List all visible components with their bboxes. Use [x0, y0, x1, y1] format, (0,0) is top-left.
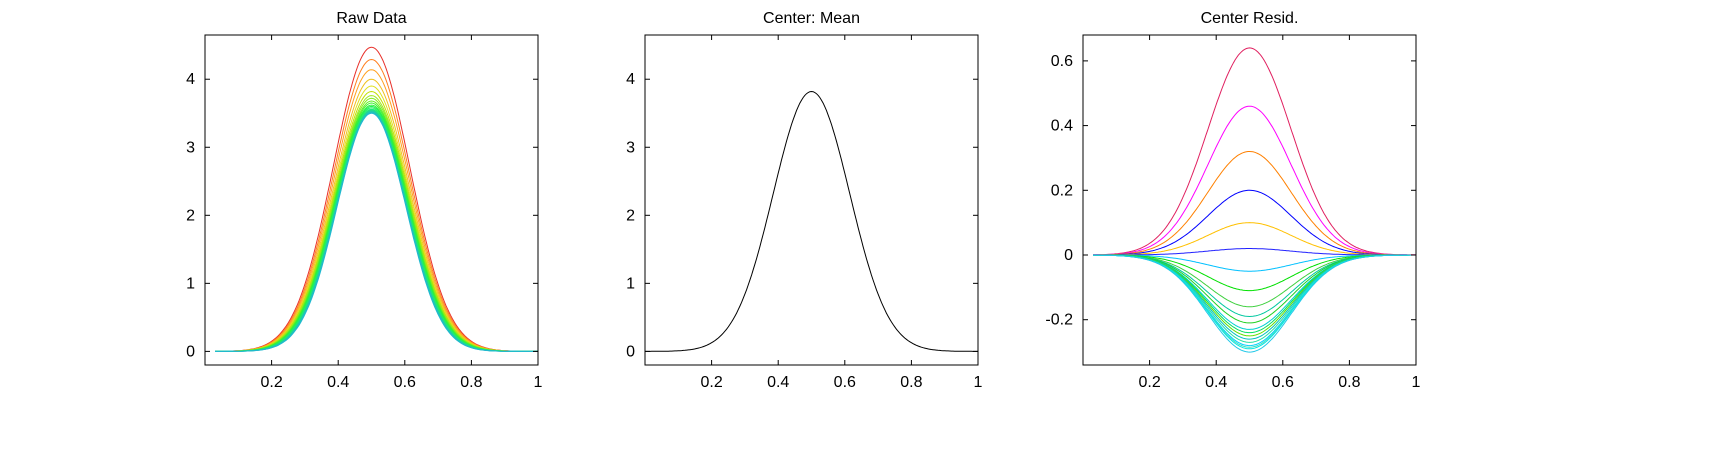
y-tick-label: 0.6 — [1051, 53, 1073, 70]
chart-panel-1: Raw Data 0.2 0.4 0.6 0.8 1 0 1 2 3 4 — [186, 10, 542, 391]
x-tick-label: 0.4 — [1205, 374, 1227, 391]
y-tick-label: 1 — [626, 275, 635, 292]
y-tick-label: 3 — [186, 139, 195, 156]
series-line-20 — [215, 112, 538, 352]
y-tick-label: 2 — [186, 207, 195, 224]
series-line-9 — [215, 100, 538, 352]
series-line-1 — [1093, 47, 1416, 256]
x-tick-label: 0.2 — [260, 374, 282, 391]
chart-title: Raw Data — [336, 10, 406, 27]
x-tick-label: 0.8 — [460, 374, 482, 391]
axes-frame — [1082, 34, 1417, 366]
x-tick-label: 0.8 — [900, 374, 922, 391]
series-line-2 — [1093, 105, 1417, 256]
series-line-17 — [215, 110, 538, 352]
series-line-10 — [1093, 254, 1416, 318]
series-line-18 — [1093, 254, 1416, 348]
series-line-10 — [215, 102, 538, 352]
x-tick-label: 1 — [974, 374, 983, 391]
x-tick-label: 0.4 — [767, 374, 789, 391]
series-line-12 — [215, 105, 538, 352]
y-tick-label: 0 — [1064, 247, 1073, 264]
x-tick-label: 0.4 — [327, 374, 349, 391]
y-tick-label: 0 — [626, 343, 635, 360]
chart-title: Center: Mean — [763, 10, 860, 27]
x-tick-label: 1 — [534, 374, 543, 391]
series-line-8 — [215, 97, 538, 352]
x-tick-label: 0.8 — [1338, 374, 1360, 391]
series-line-7 — [214, 95, 538, 352]
series-line-9 — [1092, 254, 1416, 308]
series-line-16 — [215, 109, 538, 352]
series-line-4 — [215, 78, 538, 352]
series-line-20 — [1093, 254, 1416, 353]
x-tick-label: 0.6 — [394, 374, 416, 391]
x-tick-label: 0.2 — [1138, 374, 1160, 391]
series-line-18 — [215, 111, 538, 352]
series-line-19 — [1093, 254, 1416, 350]
series-line — [645, 90, 978, 352]
y-tick-label: 0 — [186, 343, 195, 360]
series-line-11 — [215, 104, 538, 352]
series-line-11 — [1093, 254, 1416, 324]
series-line-5 — [215, 85, 538, 352]
y-tick-label: 1 — [186, 275, 195, 292]
series-line-8 — [1093, 254, 1416, 292]
series-line-1 — [215, 46, 538, 352]
chart-title: Center Resid. — [1201, 10, 1299, 27]
y-tick-label: 4 — [186, 71, 195, 88]
x-tick-label: 1 — [1412, 374, 1421, 391]
y-tick-label: 4 — [626, 71, 635, 88]
x-tick-label: 0.6 — [834, 374, 856, 391]
axes-frame — [204, 34, 539, 366]
series-line-14 — [1093, 254, 1416, 337]
axes-frame — [644, 34, 979, 366]
y-tick-label: 3 — [626, 139, 635, 156]
series-line-19 — [215, 112, 538, 352]
series-line-4 — [1093, 189, 1416, 256]
y-tick-label: 0.2 — [1051, 182, 1073, 199]
chart-panel-3: Center Resid. 0.2 0.4 0.6 0.8 1 -0.2 0 0.2 0.4 0.6 — [1045, 10, 1420, 391]
series-line-15 — [1093, 254, 1416, 340]
y-tick-label: -0.2 — [1045, 312, 1073, 329]
y-tick-label: 0.4 — [1051, 118, 1073, 135]
x-tick-label: 0.6 — [1272, 374, 1294, 391]
series-line-7 — [1093, 254, 1416, 272]
series-line-13 — [215, 107, 538, 352]
series-line-6 — [1093, 248, 1416, 256]
y-tick-label: 2 — [626, 207, 635, 224]
series-line-14 — [215, 108, 538, 352]
series-line-15 — [215, 109, 538, 352]
x-tick-label: 0.2 — [700, 374, 722, 391]
series-line-12 — [1093, 254, 1416, 330]
chart-panel-2: Center: Mean 0.2 0.4 0.6 0.8 1 0 1 2 3 4 — [626, 10, 982, 391]
series-line-13 — [1093, 254, 1416, 334]
series-line-6 — [214, 90, 538, 352]
series-line-5 — [1093, 222, 1416, 256]
series-line-3 — [1093, 151, 1416, 256]
